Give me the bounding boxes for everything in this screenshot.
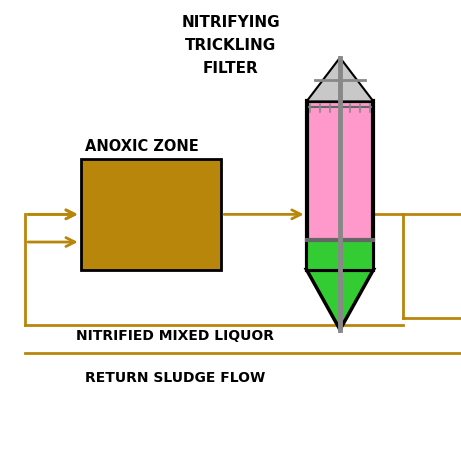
Bar xyxy=(307,240,373,270)
Text: FILTER: FILTER xyxy=(203,61,258,76)
Polygon shape xyxy=(307,270,373,330)
Text: ANOXIC ZONE: ANOXIC ZONE xyxy=(85,139,199,154)
Bar xyxy=(307,101,373,270)
Text: NITRIFIED MIXED LIQUOR: NITRIFIED MIXED LIQUOR xyxy=(76,330,274,343)
Text: NITRIFYING: NITRIFYING xyxy=(181,15,280,30)
Bar xyxy=(81,159,221,270)
Text: TRICKLING: TRICKLING xyxy=(185,38,276,53)
Text: RETURN SLUDGE FLOW: RETURN SLUDGE FLOW xyxy=(85,371,265,385)
Polygon shape xyxy=(307,58,373,101)
